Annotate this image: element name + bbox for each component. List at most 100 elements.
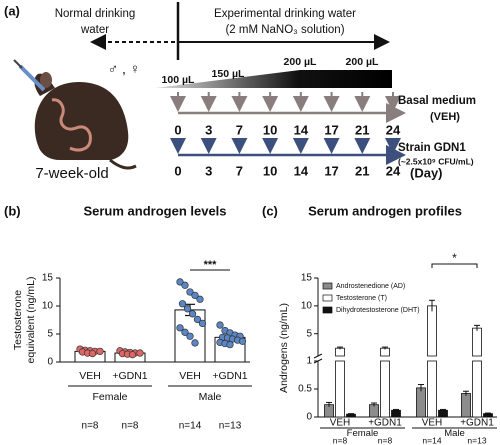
y-tick-label: 5 (306, 328, 312, 339)
bar (335, 360, 345, 418)
n-label: n=14 (422, 435, 441, 445)
bar (380, 360, 390, 418)
panel-label: (b) (4, 203, 21, 218)
data-point (128, 351, 137, 359)
panel-a: (a) Normal drinking water Experimental d… (4, 2, 476, 182)
x-tick-label: VEH (330, 418, 351, 429)
x-tick-label: +GDN1 (460, 418, 494, 429)
y-tick-label: 0.5 (298, 384, 312, 395)
dose-label: 200 µL (346, 56, 379, 68)
panel-label: (a) (4, 3, 20, 18)
dose-ramp (155, 70, 392, 88)
n-label: n=13 (219, 421, 242, 432)
age-label: 7-week-old (35, 165, 108, 182)
day-label: 10 (263, 163, 277, 178)
n-label: n=8 (82, 421, 99, 432)
x-tick-label: VEH (422, 418, 443, 429)
axis-break (313, 353, 323, 359)
dose-label: 200 µL (284, 56, 317, 68)
bar (335, 347, 345, 357)
day-label: 24 (386, 122, 401, 137)
day-label: 10 (263, 122, 277, 137)
normal-water-label: Normal drinking (55, 8, 136, 20)
group-label: Male (199, 391, 222, 403)
legend-swatch (322, 294, 333, 302)
group-name: Basal medium (398, 95, 476, 107)
day-label: 24 (386, 163, 401, 178)
data-point (191, 291, 199, 300)
data-point (176, 278, 184, 286)
day-label: 3 (205, 163, 212, 178)
group-name: Strain GDN1 (398, 142, 466, 154)
normal-water-label: water (80, 24, 109, 36)
day-unit: (Day) (410, 165, 443, 180)
x-tick-label: VEH (79, 370, 101, 382)
y-tick-label: 15 (301, 273, 313, 284)
dose-label: 100 µL (162, 74, 195, 86)
y-tick-label: 1 (306, 356, 312, 367)
data-point (186, 332, 194, 340)
n-label: n=14 (179, 421, 202, 432)
data-point (186, 288, 194, 296)
panel-b: (b) Serum androgen levels Testosterone e… (4, 203, 252, 432)
data-point (198, 319, 207, 328)
y-tick-label: 0 (306, 412, 312, 423)
legend-swatch (322, 282, 333, 290)
bar (380, 347, 390, 357)
bar (427, 305, 437, 357)
bar (461, 393, 471, 418)
y-axis-label: Androgens (ng/mL) (278, 303, 290, 393)
bar (369, 404, 379, 418)
bar (438, 409, 448, 418)
day-label: 3 (205, 122, 212, 137)
legend-label: Dihydrotestosterone (DHT) (336, 307, 420, 314)
data-point (196, 295, 204, 303)
y-tick-label: 15 (42, 273, 54, 284)
data-point (188, 310, 197, 318)
x-tick-label: +GDN1 (368, 418, 402, 429)
significance-label: * (452, 251, 457, 265)
data-point (136, 349, 144, 357)
legend-swatch (322, 306, 333, 314)
x-tick-label: VEH (179, 370, 201, 382)
significance-label: *** (204, 259, 218, 271)
n-label: n=8 (122, 421, 139, 432)
day-label: 14 (294, 163, 309, 178)
n-label: n=8 (333, 435, 348, 445)
day-label: 17 (324, 163, 338, 178)
experimental-water-label: Experimental drinking water (214, 8, 356, 20)
panel-label: (c) (262, 203, 278, 218)
data-point (183, 305, 192, 313)
y-tick-label: 0 (47, 357, 53, 368)
data-point (216, 321, 224, 329)
data-point (176, 324, 184, 332)
day-label: 7 (236, 122, 243, 137)
group-label: Male (444, 428, 465, 439)
day-label: 14 (294, 122, 309, 137)
panel-c: (c) Serum androgen profiles Androgens (n… (262, 203, 497, 445)
bar (427, 360, 437, 418)
sex-label: ♂ , ♀ (108, 61, 141, 77)
day-label: 17 (324, 122, 338, 137)
group-detail: (~2.5x10⁹ CFU/mL) (398, 156, 474, 166)
dose-label: 150 µL (212, 68, 245, 80)
bar (472, 327, 482, 357)
y-tick-label: 5 (47, 329, 53, 340)
y-tick-label: 10 (42, 301, 54, 312)
data-point (193, 315, 202, 324)
x-tick-label: +GDN1 (112, 370, 147, 382)
day-label: 0 (174, 122, 181, 137)
mouse-illustration (13, 59, 137, 170)
day-label: 21 (355, 122, 369, 137)
bar (391, 409, 401, 418)
legend-label: Testosterone (T) (336, 295, 387, 302)
bar (416, 387, 426, 418)
y-axis-label: equivalent (ng/mL) (25, 277, 37, 364)
group-label: Female (347, 428, 379, 439)
data-point (178, 300, 187, 308)
group-detail: (VEH) (430, 111, 460, 123)
data-point (181, 281, 189, 289)
x-tick-label: +GDN1 (212, 370, 247, 382)
data-point (181, 328, 189, 336)
